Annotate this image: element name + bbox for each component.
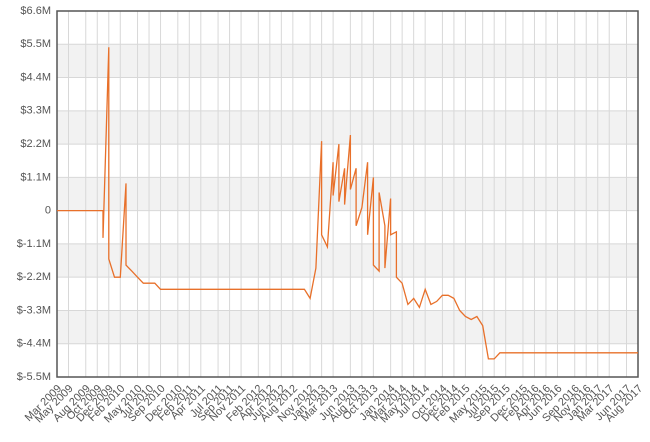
y-tick-label: $6.6M — [20, 5, 51, 17]
y-tick-label: $-3.3M — [17, 304, 51, 316]
y-tick-label: 0 — [45, 205, 51, 217]
plot-border — [56, 10, 639, 378]
y-tick-label: $5.5M — [20, 38, 51, 50]
grid-band — [57, 310, 638, 344]
y-tick-label: $-4.4M — [17, 338, 51, 350]
y-tick-label: $3.3M — [20, 105, 51, 117]
grid-band — [57, 177, 638, 211]
y-tick-label: $4.4M — [20, 71, 51, 83]
line — [57, 47, 638, 360]
y-tick-label: $-1.1M — [17, 238, 51, 250]
y-tick-label: $-5.5M — [17, 371, 51, 383]
grid-band — [57, 243, 638, 278]
grid-band — [57, 110, 638, 145]
grid-band — [57, 44, 638, 78]
y-tick-label: $1.1M — [20, 171, 51, 183]
y-tick-label: $-2.2M — [17, 271, 51, 283]
y-tick-label: $2.2M — [20, 138, 51, 150]
